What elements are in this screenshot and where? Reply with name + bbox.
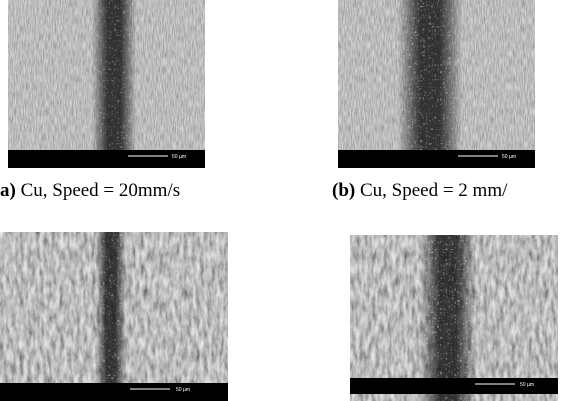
caption-text: Cu, Speed = 2 mm/ (360, 180, 508, 201)
scale-bar-label: 50 µm (172, 154, 186, 160)
caption-text: Cu, Speed = 20mm/s (21, 180, 181, 201)
scale-bar-label: 50 µm (176, 387, 190, 393)
sem-image: 50 µm (0, 232, 228, 401)
scale-bar-label: 50 µm (520, 382, 534, 388)
caption: a) Cu, Speed = 20mm/s (0, 180, 180, 201)
sem-image: 50 µm (350, 235, 558, 401)
caption-label: a) (0, 180, 16, 201)
scale-bar-label: 50 µm (502, 154, 516, 160)
sem-image: 50 µm (8, 0, 205, 168)
sem-image: 50 µm (338, 0, 535, 168)
caption: (b) Cu, Speed = 2 mm/ (332, 180, 508, 201)
caption-label: (b) (332, 180, 355, 201)
